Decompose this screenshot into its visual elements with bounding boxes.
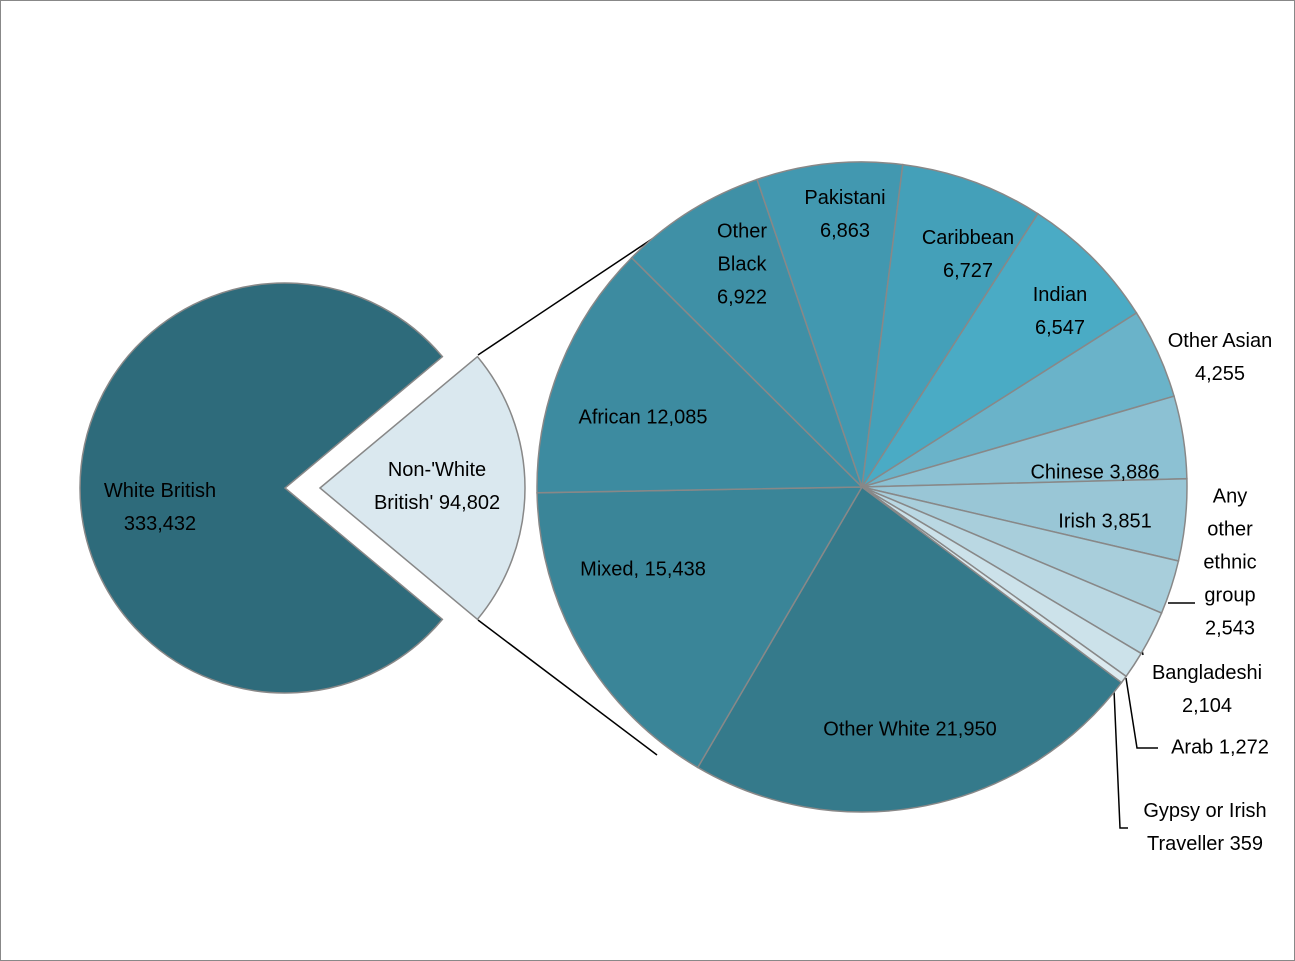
data-label: Any other ethnic group 2,543 xyxy=(1195,481,1265,646)
data-label: Pakistani 6,863 xyxy=(795,182,895,248)
label-category: Gypsy or Irish Traveller xyxy=(1143,800,1267,855)
pie-slice xyxy=(696,485,1123,813)
label-category: Mixed, xyxy=(580,558,640,581)
label-value: 94,802 xyxy=(438,492,501,514)
connectors xyxy=(477,236,1195,829)
label-category: Caribbean xyxy=(921,227,1015,249)
pie-slice xyxy=(536,486,864,769)
data-label: Bangladeshi 2,104 xyxy=(1142,657,1272,723)
label-value: 3,886 xyxy=(1109,461,1160,484)
pie-slice xyxy=(630,178,863,488)
label-value: 333,432 xyxy=(123,513,197,535)
label-category: Other White xyxy=(823,718,930,741)
leader-line xyxy=(1125,677,1158,749)
data-label: Mixed, 15,438 xyxy=(543,554,743,587)
label-value: 6,727 xyxy=(942,260,994,282)
data-label: Other Black 6,922 xyxy=(702,216,782,315)
label-value: 6,547 xyxy=(1034,317,1086,339)
label-category: Irish xyxy=(1058,510,1097,533)
data-label: Chinese 3,886 xyxy=(1010,457,1180,490)
pie-slice xyxy=(861,212,1138,488)
pie-slice xyxy=(756,161,904,488)
label-value: 2,543 xyxy=(1204,617,1256,640)
data-label: Other White 21,950 xyxy=(780,714,1040,747)
data-label: Gypsy or Irish Traveller 359 xyxy=(1130,795,1280,861)
label-category: Chinese xyxy=(1030,461,1104,484)
pie-slice xyxy=(318,355,526,621)
data-label: Irish 3,851 xyxy=(1040,506,1170,539)
data-label: African 12,085 xyxy=(543,402,743,435)
pie-slice xyxy=(536,256,864,494)
data-label: Other Asian 4,255 xyxy=(1155,325,1285,391)
label-value: 6,922 xyxy=(716,286,768,309)
label-value: 4,255 xyxy=(1194,363,1246,385)
data-label: White British 333,432 xyxy=(70,475,250,541)
connector-line xyxy=(477,236,656,356)
label-category: African xyxy=(578,406,641,429)
data-label: Indian 6,547 xyxy=(1020,279,1100,345)
data-label: Non-'White British' 94,802 xyxy=(357,454,517,520)
label-value: 359 xyxy=(1229,833,1263,855)
connector-line xyxy=(477,619,658,756)
leader-line xyxy=(1113,689,1128,829)
data-label: Caribbean 6,727 xyxy=(913,222,1023,288)
pie-slice xyxy=(79,282,444,694)
data-label: Arab 1,272 xyxy=(1155,732,1285,765)
label-category: White British xyxy=(103,480,217,502)
label-value: 15,438 xyxy=(644,558,706,581)
label-value: 3,851 xyxy=(1101,510,1152,533)
label-category: Bangladeshi xyxy=(1151,662,1263,684)
label-category: Non-'White British' xyxy=(373,459,487,514)
pie-slice xyxy=(861,163,1039,488)
label-category: Any other ethnic group xyxy=(1203,485,1257,607)
label-value: 1,272 xyxy=(1218,736,1269,759)
label-category: Indian xyxy=(1032,284,1088,306)
label-category: Other Asian xyxy=(1167,330,1273,352)
label-category: Pakistani xyxy=(804,187,886,209)
label-value: 2,104 xyxy=(1181,695,1233,717)
label-value: 21,950 xyxy=(935,718,997,741)
label-value: 12,085 xyxy=(646,406,708,429)
label-value: 6,863 xyxy=(819,220,871,242)
label-category: Other Black xyxy=(716,220,768,276)
pie-slice xyxy=(861,486,1128,684)
label-category: Arab xyxy=(1171,736,1214,759)
